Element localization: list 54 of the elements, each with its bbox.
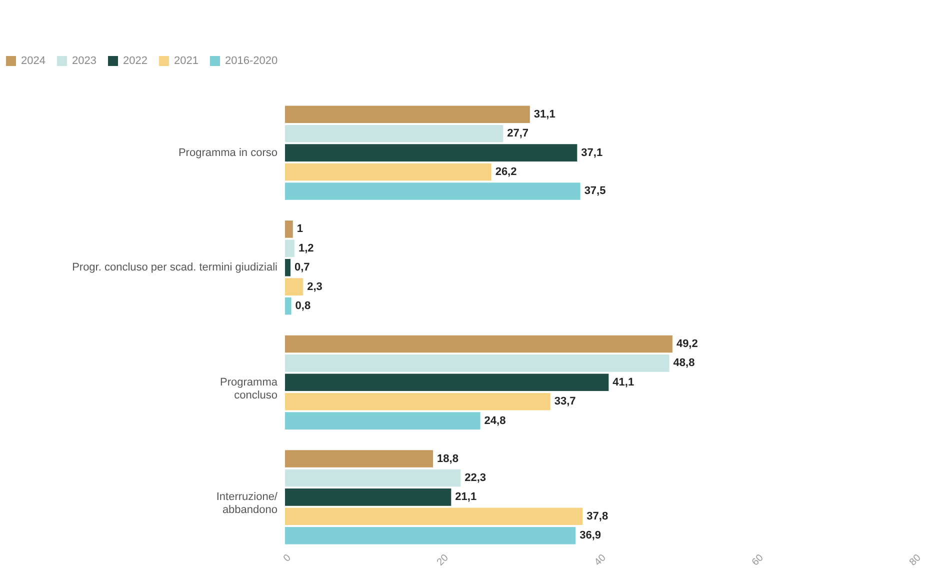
bar [285,182,580,200]
data-label: 24,8 [484,414,506,427]
bar [285,278,304,296]
data-label: 18,8 [437,452,458,465]
bar [285,354,670,372]
bar [285,374,609,392]
data-label: 0,7 [294,262,310,274]
y-tick-label: Progr. concluso per scad. termini giudiziali [72,262,278,274]
data-label: 37,1 [581,146,603,159]
data-label: 48,8 [673,357,695,370]
y-tick-label: Interruzione/ abbandono [216,491,278,516]
y-tick-label: Programma in corso [178,146,278,159]
bar [285,412,480,430]
bar [285,450,434,468]
data-label: 37,8 [586,510,608,522]
legend-label: 2023 [72,55,96,67]
data-label: 49,2 [676,338,698,350]
data-label: 1,2 [298,242,314,254]
bar [285,469,461,487]
data-label: 37,5 [584,185,606,198]
y-tick-label: Programma concluso [220,376,278,402]
bar [285,240,294,258]
bar [285,297,292,315]
bar [285,106,530,124]
legend-label: 2022 [123,55,148,67]
bar [285,220,293,238]
legend-label: 2016-2020 [225,55,278,67]
data-label: 0,8 [295,300,311,312]
data-label: 1 [296,223,303,236]
data-label: 26,2 [495,166,517,178]
x-tick-label: 20 [435,552,452,568]
data-label: 36,9 [580,530,602,542]
bar [285,526,576,544]
bar [285,392,550,410]
x-tick-label: 0 [282,552,294,564]
data-label: 31,1 [534,108,556,120]
x-tick-label: 80 [908,552,924,568]
bar [285,488,452,506]
bar [285,163,492,181]
data-label: 27,7 [507,128,529,140]
data-label: 33,7 [554,396,576,408]
bar [285,124,504,142]
bar [285,508,583,526]
bar [285,335,672,353]
legend-label: 2021 [174,55,198,67]
legend-label: 2024 [21,55,46,67]
data-label: 22,3 [464,472,486,484]
bar [285,258,291,276]
data-label: 2,3 [307,280,322,293]
bar [285,144,578,162]
data-label: 41,1 [612,376,634,388]
x-tick-label: 40 [592,552,609,568]
x-tick-label: 60 [750,552,766,568]
data-label: 21,1 [455,491,477,504]
